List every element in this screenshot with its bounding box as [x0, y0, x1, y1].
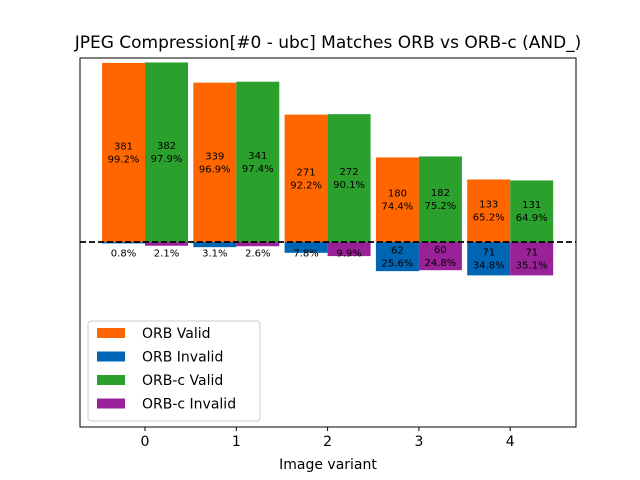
legend-swatch-3: [97, 398, 125, 409]
data-label-orb-invalid-4: 71 34.8%: [473, 248, 505, 272]
bar-orb-c-invalid-3: [418, 242, 462, 271]
bar-orb-c-invalid-4: [510, 242, 554, 276]
data-label-orb-invalid-3: 62 25.6%: [382, 246, 414, 270]
legend-box: [87, 320, 261, 422]
bar-orb-invalid-1: [193, 242, 237, 248]
bar-orb-c-valid-4: [510, 180, 554, 242]
x-axis-ticks: 0 1 2 3 4: [141, 427, 515, 450]
bar-orb-c-valid-0: [145, 62, 188, 243]
legend-swatch-2: [97, 375, 125, 385]
data-label-orb-c-invalid-2: 9.9%: [336, 249, 361, 260]
data-label-orb-c-valid-1: 341 97.4%: [242, 151, 274, 175]
data-label-orb-c-invalid-3: 60 24.8%: [425, 245, 457, 269]
bar-orb-c-invalid-0: [145, 242, 188, 246]
chart-title: JPEG Compression[#0 - ubc] Matches ORB v…: [74, 33, 582, 53]
legend-swatch-0: [97, 328, 125, 338]
data-label-orb-c-valid-4: 131 64.9%: [516, 200, 548, 224]
bar-orb-valid-3: [375, 157, 419, 242]
bar-orb-invalid-0: [102, 242, 145, 244]
data-label-orb-c-valid-3: 182 75.2%: [425, 188, 457, 212]
data-label-orb-c-invalid-1: 2.6%: [245, 249, 270, 260]
x-tick-label-1: 1: [232, 434, 241, 450]
bar-orb-invalid-4: [467, 242, 511, 276]
legend-label-2: ORB-c Valid: [142, 373, 223, 389]
x-tick-label-4: 4: [506, 434, 515, 450]
data-label-orb-valid-1: 339 96.9%: [199, 151, 231, 175]
legend-label-1: ORB Invalid: [142, 350, 223, 366]
bar-orb-c-valid-1: [236, 81, 280, 242]
data-label-orb-valid-0: 381 99.2%: [108, 141, 140, 165]
data-label-orb-c-invalid-4: 71 35.1%: [516, 248, 548, 272]
data-label-orb-c-invalid-0: 2.1%: [154, 249, 179, 260]
data-label-orb-valid-3: 180 74.4%: [382, 189, 414, 213]
data-labels-group: 381 99.2% 0.8% 382 97.9% 2.1% 339 96.9% 3.1% 341 9…: [108, 141, 548, 271]
bar-orb-c-invalid-1: [236, 242, 280, 247]
legend-label-3: ORB-c Invalid: [142, 397, 236, 413]
legend: ORB Valid ORB Invalid ORB-c Valid ORB-c Inv…: [87, 320, 261, 422]
x-tick-label-3: 3: [414, 434, 423, 450]
bar-orb-valid-0: [102, 62, 145, 243]
legend-label-0: ORB Valid: [142, 326, 211, 342]
bars-group: [102, 62, 554, 276]
bar-orb-invalid-3: [375, 242, 419, 272]
bar-orb-valid-1: [193, 82, 237, 242]
bar-orb-valid-4: [467, 179, 511, 242]
data-label-orb-valid-2: 271 92.2%: [290, 167, 322, 191]
data-label-orb-c-valid-0: 382 97.9%: [151, 141, 183, 165]
data-label-orb-invalid-2: 7.8%: [293, 249, 318, 260]
legend-swatch-1: [97, 351, 125, 362]
data-label-orb-valid-4: 133 65.2%: [473, 200, 505, 224]
bar-orb-invalid-2: [284, 242, 328, 253]
bar-orb-c-valid-3: [418, 156, 462, 242]
bar-orb-c-invalid-2: [327, 242, 371, 257]
x-axis-label: Image variant: [279, 457, 377, 473]
data-label-orb-invalid-1: 3.1%: [202, 249, 227, 260]
bar-orb-c-valid-2: [327, 114, 371, 242]
bar-orb-valid-2: [284, 114, 328, 242]
x-tick-label-2: 2: [323, 434, 332, 450]
data-label-orb-c-valid-2: 272 90.1%: [333, 167, 365, 191]
data-label-orb-invalid-0: 0.8%: [111, 249, 136, 260]
x-tick-label-0: 0: [141, 434, 150, 450]
